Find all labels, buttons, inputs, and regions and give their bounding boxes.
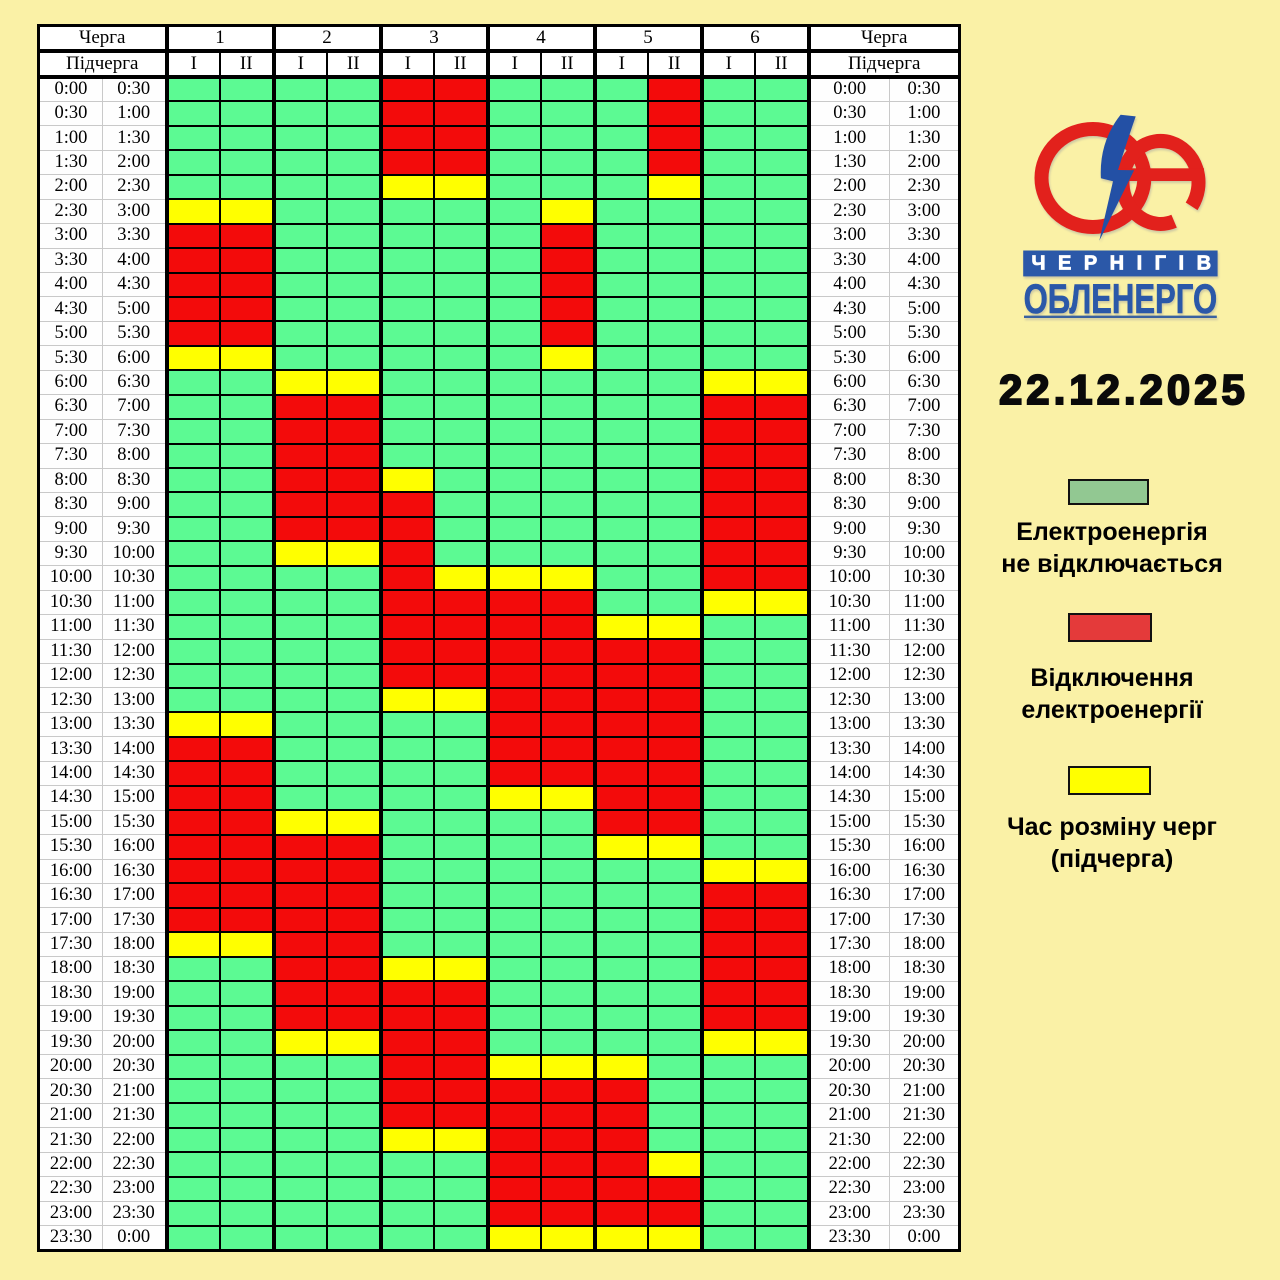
svg-text:ЧЕРНІГІВ: ЧЕРНІГІВ bbox=[1031, 253, 1223, 275]
svg-text:ОБЛЕНЕРГО: ОБЛЕНЕРГО bbox=[1024, 275, 1218, 322]
